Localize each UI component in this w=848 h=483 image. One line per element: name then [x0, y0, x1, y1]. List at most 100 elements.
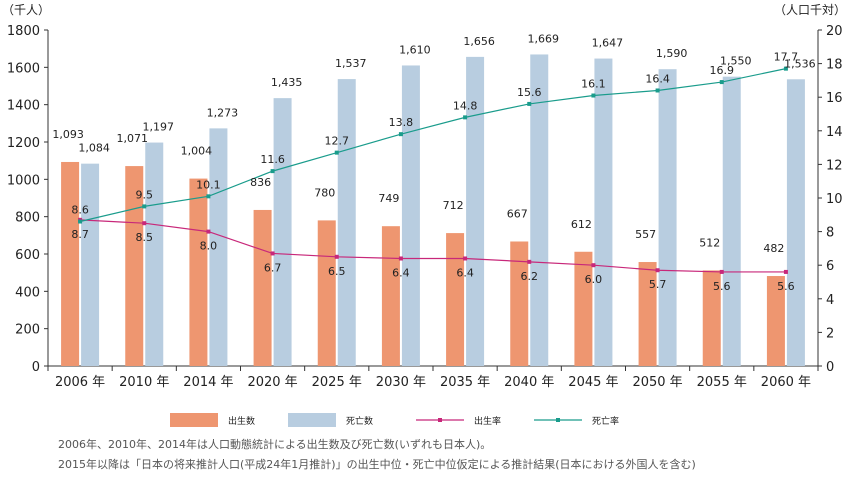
bar-death: [209, 128, 228, 366]
bar-death: [594, 58, 613, 367]
birth-count-label: 1,004: [181, 145, 213, 158]
death-rate-label: 11.6: [260, 153, 285, 166]
bar-death: [786, 79, 805, 366]
birth-rate-label: 6.4: [392, 266, 410, 279]
birth-count-label: 712: [443, 199, 464, 212]
birth-rate-point: [591, 263, 596, 268]
bar-birth: [510, 241, 529, 366]
death-count-label: 1,435: [271, 76, 303, 89]
left-tick-label: 200: [15, 323, 40, 338]
birth-count-label: 836: [250, 176, 271, 189]
birth-count-label: 1,071: [117, 132, 149, 145]
bar-death: [81, 163, 100, 366]
death-count-label: 1,273: [207, 106, 239, 119]
x-tick-label: 2045 年: [568, 375, 618, 390]
x-tick-label: 2025 年: [312, 375, 362, 390]
x-tick-label: 2020 年: [247, 375, 297, 390]
bar-birth: [638, 262, 657, 366]
legend-label-birth-rate: 出生率: [474, 415, 501, 427]
x-tick-label: 2040 年: [504, 375, 554, 390]
death-count-label: 1,647: [592, 37, 624, 50]
death-rate-label: 16.4: [645, 72, 670, 85]
death-count-label: 1,590: [656, 47, 688, 60]
left-axis-unit: （千人）: [2, 3, 50, 17]
bar-death: [273, 98, 292, 366]
legend-marker-birth-rate: [438, 418, 442, 422]
death-rate-label: 15.6: [517, 86, 542, 99]
birth-count-label: 612: [571, 218, 592, 231]
bar-birth: [446, 233, 465, 366]
bar-death: [466, 56, 485, 366]
bar-birth: [381, 226, 400, 366]
death-rate-label: 16.9: [710, 64, 735, 77]
death-count-label: 1,610: [399, 43, 431, 56]
bar-death: [530, 54, 549, 366]
birth-rate-point: [206, 229, 211, 234]
birth-rate-point: [334, 254, 339, 259]
death-count-label: 1,656: [463, 35, 495, 48]
bar-birth: [253, 209, 272, 366]
birth-rate-label: 5.7: [649, 278, 667, 291]
death-rate-point: [591, 93, 596, 98]
death-rate-label: 17.7: [774, 51, 799, 64]
birth-count-label: 780: [314, 186, 335, 199]
left-tick-label: 1400: [7, 99, 40, 114]
bar-death: [145, 142, 164, 366]
death-rate-point: [463, 115, 468, 120]
bar-birth: [574, 251, 593, 366]
death-rate-label: 10.1: [196, 178, 221, 191]
x-tick-label: 2050 年: [632, 375, 682, 390]
x-tick-label: 2055 年: [697, 375, 747, 390]
birth-rate-point: [463, 256, 468, 261]
death-rate-point: [78, 219, 83, 224]
lines: [78, 66, 788, 274]
birth-rate-label: 6.0: [585, 273, 603, 286]
death-rate-label: 12.7: [325, 135, 350, 148]
bar-birth: [125, 166, 144, 366]
legend-label-birth: 出生数: [228, 415, 255, 427]
bar-birth: [61, 161, 80, 366]
birth-rate-point: [270, 251, 275, 256]
birth-rate-label: 8.0: [200, 240, 218, 253]
right-tick-label: 14: [826, 125, 843, 140]
death-rate-label: 9.5: [136, 188, 154, 201]
legend-marker-death-rate: [556, 418, 560, 422]
birth-rate-label: 5.6: [777, 280, 795, 293]
death-rate-point: [719, 80, 724, 85]
right-tick-label: 2: [826, 326, 834, 341]
death-rate-point: [270, 169, 275, 174]
bar-death: [658, 69, 677, 366]
left-tick-label: 800: [15, 211, 40, 226]
birth-rate-label: 6.2: [521, 270, 539, 283]
bar-death: [401, 65, 420, 366]
x-tick-label: 2010 年: [119, 375, 169, 390]
birth-count-label: 1,093: [52, 128, 84, 141]
right-tick-label: 4: [826, 293, 834, 308]
birth-count-label: 512: [699, 236, 720, 249]
bar-death: [337, 79, 356, 367]
birth-rate-point: [527, 259, 532, 264]
left-tick-label: 400: [15, 285, 40, 300]
x-tick-label: 2014 年: [183, 375, 233, 390]
right-tick-label: 0: [826, 360, 834, 375]
right-axis-unit: （人口千対）: [774, 3, 846, 17]
left-tick-label: 0: [32, 360, 40, 375]
birth-rate-point: [783, 269, 788, 274]
death-rate-point: [398, 132, 403, 137]
axes: 0 200 400 600 800 1000 1200 1400 1600 1800 0 2 4 6 8 10…: [7, 24, 843, 390]
death-count-label: 1,536: [784, 57, 816, 70]
birth-count-label: 557: [635, 228, 656, 241]
birth-rate-point: [398, 256, 403, 261]
bar-birth: [702, 270, 721, 366]
birth-rate-point: [142, 221, 147, 226]
legend: 出生数 死亡数 出生率 死亡率: [170, 413, 619, 427]
birth-rate-point: [655, 268, 660, 273]
left-tick-label: 1800: [7, 24, 40, 39]
right-tick-label: 10: [826, 192, 843, 207]
left-tick-label: 1200: [7, 136, 40, 151]
death-rate-point: [527, 101, 532, 106]
left-tick-label: 600: [15, 248, 40, 263]
right-tick-label: 16: [826, 91, 843, 106]
legend-swatch-death: [288, 413, 336, 427]
